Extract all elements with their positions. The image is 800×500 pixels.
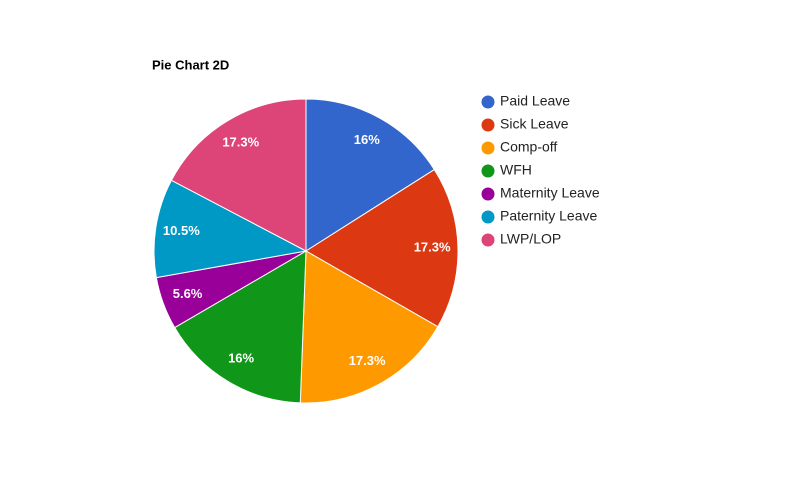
slice-label: 5.6% [173, 286, 203, 301]
pie-slice [153, 179, 308, 279]
pie-slice [305, 98, 436, 252]
legend-marker [481, 141, 495, 155]
legend-marker [481, 164, 495, 178]
slice-label: 17.3% [222, 134, 259, 149]
legend-label: Sick Leave [500, 116, 569, 132]
legend-label: Comp-off [500, 139, 557, 155]
slice-label: 16% [354, 132, 380, 147]
legend-label: Maternity Leave [500, 185, 600, 201]
legend-marker [481, 95, 495, 109]
legend-marker [481, 118, 495, 132]
legend-marker [481, 187, 495, 201]
pie-slice [174, 250, 307, 404]
legend-marker [481, 233, 495, 247]
slice-label: 17.3% [414, 240, 451, 255]
legend-label: WFH [500, 162, 532, 178]
pie: 16% 17.3% 17.3% 16% 5.6% 10.5% 17.3% [153, 98, 458, 404]
legend-marker [481, 210, 495, 224]
pie-slice [305, 168, 458, 328]
slice-label: 17.3% [349, 353, 386, 368]
slice-label: 10.5% [163, 223, 200, 238]
pie-slice [170, 98, 307, 252]
legend: Paid Leave Sick Leave Comp-off WFH Maternity… [481, 93, 600, 247]
pie-slice [299, 250, 439, 404]
legend-label: LWP/LOP [500, 231, 561, 247]
legend-label: Paid Leave [500, 93, 570, 109]
slice-label: 16% [228, 351, 254, 366]
legend-label: Paternity Leave [500, 208, 597, 224]
chart-title: Pie Chart 2D [152, 57, 229, 72]
